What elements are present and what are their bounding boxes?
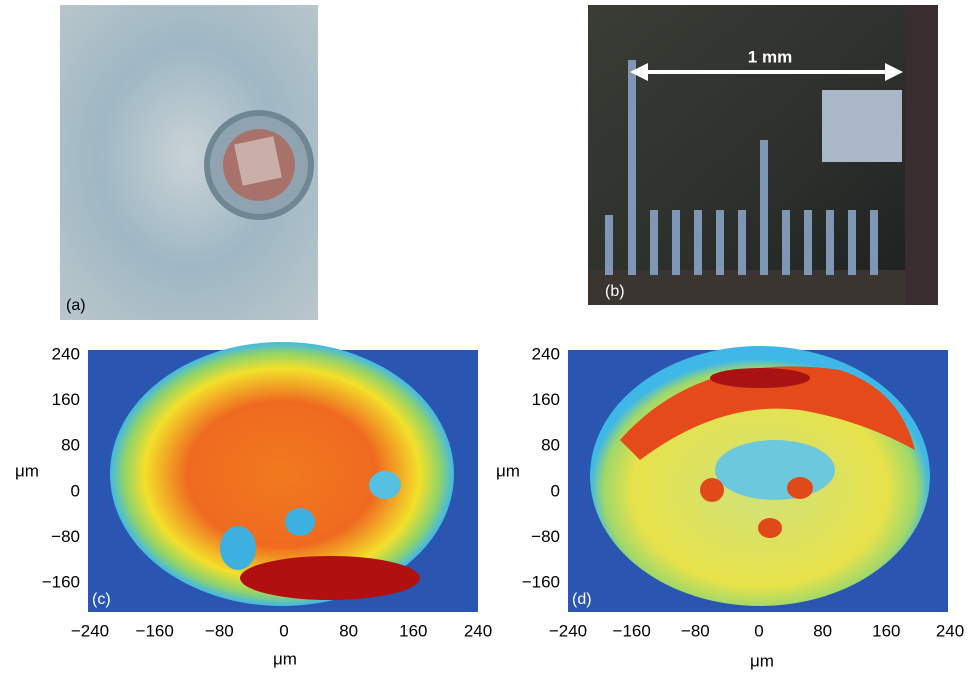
panel-b: 1 mm (b) [588,5,938,305]
base [588,270,905,305]
y-tick-label: −160 [522,572,560,591]
y-tick-label: −160 [42,572,80,591]
cold-spot [369,471,401,499]
panel-c: (c) [88,342,478,612]
x-tick-label: 0 [279,621,288,640]
x-tick-label: 80 [813,621,832,640]
y-tick-label: 240 [52,344,80,363]
hot-spot [758,518,782,538]
y-tick-label: −80 [51,527,80,546]
x-tick-label: −80 [681,621,710,640]
x-tick-label: 80 [339,621,358,640]
hot-spot [700,478,724,502]
cold-spot [220,526,256,570]
x-axis-label: μm [750,651,774,670]
panel-d: (d) [568,346,948,612]
x-tick-label: −160 [613,621,651,640]
x-tick-label: 160 [399,621,427,640]
panel-a: (a) [60,5,318,320]
x-tick-label: −160 [136,621,174,640]
y-tick-label: 80 [61,436,80,455]
figure: (a) 1 mm (b) (c) [0,0,979,679]
hot-spot [240,556,420,600]
x-tick-label: 240 [464,621,492,640]
panel-label: (b) [605,283,625,300]
y-tick-label: 0 [71,481,80,500]
y-tick-label: 160 [52,390,80,409]
y-tick-label: 80 [541,436,560,455]
cold-spot [285,508,315,536]
pad [822,90,902,162]
cold-spot [715,440,835,500]
x-tick-label: −240 [549,621,587,640]
y-axis-label: μm [496,461,520,480]
scale-label: 1 mm [748,47,792,66]
hot-spot [710,368,810,388]
panel-label: (a) [66,297,86,314]
y-tick-label: 240 [532,344,560,363]
hot-spot [787,477,813,499]
y-tick-label: 160 [532,390,560,409]
x-tick-label: 0 [754,621,763,640]
panel-label: (d) [572,591,592,608]
y-tick-label: −80 [531,527,560,546]
x-tick-label: −80 [205,621,234,640]
x-tick-label: 160 [872,621,900,640]
x-tick-label: −240 [71,621,109,640]
x-axis-label: μm [273,649,297,668]
y-tick-label: 0 [551,481,560,500]
y-axis-label: μm [15,461,39,480]
panel-label: (c) [92,591,111,608]
edge [905,5,938,305]
x-tick-label: 240 [936,621,964,640]
crystal [234,136,282,185]
